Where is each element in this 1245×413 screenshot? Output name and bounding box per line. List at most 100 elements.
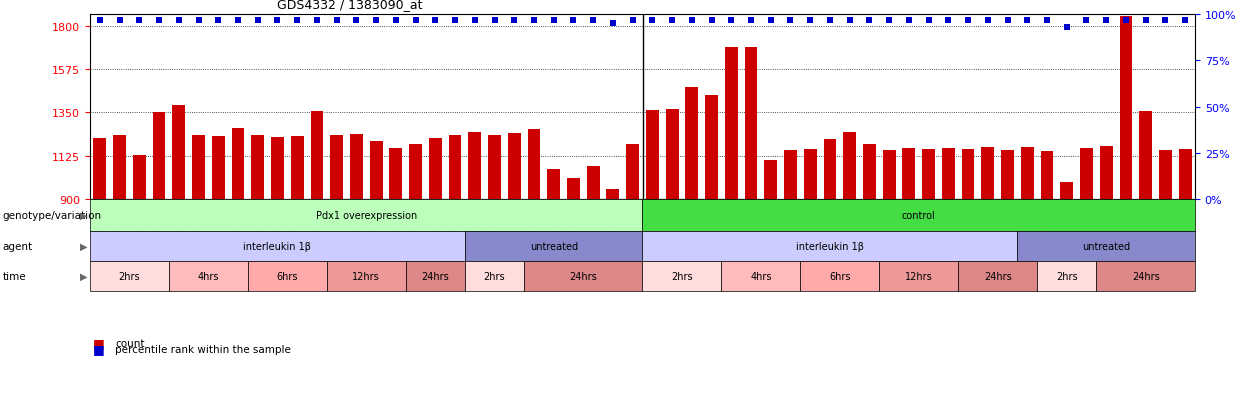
Text: agent: agent	[2, 242, 32, 252]
Bar	[705, 96, 718, 373]
Bar	[646, 111, 659, 373]
Point	[603, 21, 622, 28]
Point	[208, 17, 228, 24]
Bar	[903, 149, 915, 373]
Point	[959, 17, 979, 24]
Text: interleukin 1β: interleukin 1β	[244, 242, 311, 252]
Point	[1135, 17, 1155, 24]
Bar	[528, 129, 540, 373]
Bar	[1001, 150, 1013, 373]
Point	[484, 17, 504, 24]
Bar	[488, 136, 500, 373]
Point	[386, 17, 406, 24]
Bar	[172, 105, 186, 373]
Text: 2hrs: 2hrs	[1056, 271, 1078, 281]
Point	[346, 17, 366, 24]
Text: 6hrs: 6hrs	[276, 271, 298, 281]
Point	[642, 17, 662, 24]
Bar	[1099, 147, 1113, 373]
Text: ■: ■	[92, 343, 105, 356]
Bar	[843, 132, 857, 373]
Bar	[133, 155, 146, 373]
Bar	[961, 150, 975, 373]
Text: 24hrs: 24hrs	[569, 271, 598, 281]
Bar	[390, 149, 402, 373]
Bar	[350, 135, 362, 373]
Bar	[1081, 149, 1093, 373]
Bar	[548, 170, 560, 373]
Point	[721, 17, 741, 24]
Text: 6hrs: 6hrs	[829, 271, 850, 281]
Point	[1017, 17, 1037, 24]
Text: 24hrs: 24hrs	[984, 271, 1011, 281]
Point	[149, 17, 169, 24]
Bar	[1061, 182, 1073, 373]
Point	[90, 17, 110, 24]
Text: ■: ■	[92, 337, 105, 349]
Point	[268, 17, 288, 24]
Point	[879, 17, 899, 24]
Text: control: control	[901, 211, 936, 221]
Point	[1175, 17, 1195, 24]
Point	[899, 17, 919, 24]
Bar	[923, 150, 935, 373]
Point	[583, 17, 603, 24]
Bar	[1041, 152, 1053, 373]
Point	[1097, 17, 1117, 24]
Point	[997, 17, 1017, 24]
Bar	[410, 145, 422, 373]
Point	[110, 17, 129, 24]
Point	[919, 17, 939, 24]
Bar	[823, 140, 837, 373]
Bar	[468, 132, 481, 373]
Bar	[686, 88, 698, 373]
Bar	[113, 136, 126, 373]
Bar	[666, 110, 679, 373]
Point	[1116, 17, 1135, 24]
Text: count: count	[115, 338, 144, 348]
Bar	[1179, 150, 1191, 373]
Bar	[271, 138, 284, 373]
Text: genotype/variation: genotype/variation	[2, 211, 102, 221]
Point	[781, 17, 801, 24]
Point	[406, 17, 426, 24]
Text: time: time	[2, 271, 26, 281]
Point	[820, 17, 840, 24]
Point	[288, 17, 308, 24]
Bar	[745, 47, 757, 373]
Point	[682, 17, 702, 24]
Point	[544, 17, 564, 24]
Text: 24hrs: 24hrs	[1132, 271, 1159, 281]
Bar	[93, 139, 106, 373]
Text: interleukin 1β: interleukin 1β	[796, 242, 864, 252]
Point	[524, 17, 544, 24]
Bar	[883, 150, 895, 373]
Bar	[863, 145, 875, 373]
Point	[761, 17, 781, 24]
Bar	[370, 142, 382, 373]
Bar	[428, 139, 442, 373]
Point	[702, 17, 722, 24]
Point	[1037, 17, 1057, 24]
Bar	[942, 149, 955, 373]
Text: percentile rank within the sample: percentile rank within the sample	[115, 344, 291, 354]
Text: 2hrs: 2hrs	[484, 271, 505, 281]
Bar	[626, 145, 639, 373]
Bar	[508, 134, 520, 373]
Bar	[784, 150, 797, 373]
Text: 4hrs: 4hrs	[198, 271, 219, 281]
Point	[662, 17, 682, 24]
Bar	[586, 167, 600, 373]
Point	[1057, 25, 1077, 31]
Point	[741, 17, 761, 24]
Point	[169, 17, 189, 24]
Bar	[1021, 147, 1033, 373]
Point	[228, 17, 248, 24]
Bar	[1119, 17, 1133, 373]
Bar	[232, 128, 244, 373]
Text: GDS4332 / 1383090_at: GDS4332 / 1383090_at	[276, 0, 422, 11]
Bar	[212, 137, 224, 373]
Point	[622, 17, 642, 24]
Point	[977, 17, 997, 24]
Bar	[1159, 150, 1172, 373]
